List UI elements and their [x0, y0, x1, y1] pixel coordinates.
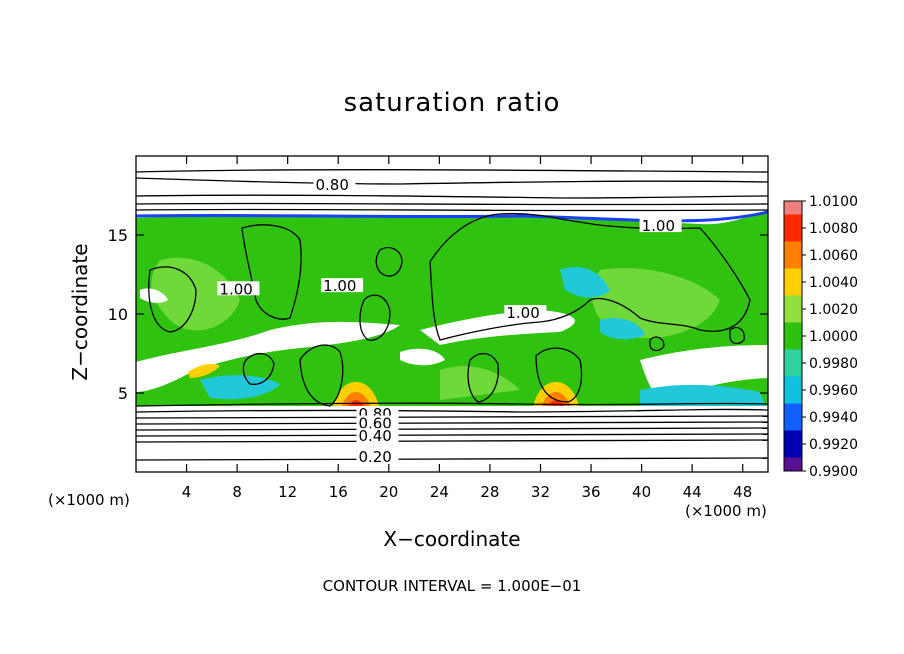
colorbar: 1.0100 1.0080 1.0060 1.0040 1.0020 1.0000 0.99…	[783, 194, 858, 480]
contour-label-bg	[356, 428, 399, 443]
y-tick-label: 5	[118, 384, 128, 403]
contour-label: 1.00	[323, 277, 356, 295]
colorbar-label: 1.0040	[809, 275, 858, 291]
x-unit-label-left: (×1000 m)	[48, 491, 130, 509]
contour-label: 0.20	[358, 448, 391, 466]
contour-label: 0.40	[358, 427, 391, 445]
contour-label: 0.80	[315, 176, 348, 194]
colorbar-swatch	[784, 241, 802, 269]
contour-labels: 0.801.001.00 1.001.000.800.600.400.20	[217, 176, 682, 466]
contour-interval-note: CONTOUR INTERVAL = 1.000E−01	[322, 577, 582, 595]
x-axis-ticks: 4 8 12 16 20 24 28 32 36 40 44 48	[182, 156, 752, 501]
colorbar-label: 1.0000	[809, 329, 858, 345]
colorbar-label: 1.0100	[809, 194, 858, 210]
x-tick-label: 32	[531, 483, 550, 501]
colorbar-label: 1.0060	[809, 248, 858, 264]
colorbar-label: 1.0020	[809, 302, 858, 318]
colorbar-swatch	[784, 322, 802, 350]
contour-label-bg	[313, 177, 356, 192]
colorbar-label: 0.9980	[809, 356, 858, 372]
y-tick-label: 15	[108, 226, 128, 245]
x-tick-label: 16	[329, 483, 348, 501]
colorbar-label: 0.9940	[809, 410, 858, 426]
x-tick-label: 44	[683, 483, 702, 501]
contour-label: 1.00	[506, 304, 539, 322]
x-tick-label: 48	[733, 483, 752, 501]
y-tick-label: 10	[108, 305, 128, 324]
contour-label-bg	[356, 415, 399, 430]
field-shading	[136, 210, 768, 472]
x-tick-label: 20	[379, 483, 398, 501]
contour-label-bg	[217, 281, 260, 296]
colorbar-swatch	[784, 268, 802, 296]
x-tick-label: 12	[278, 483, 297, 501]
contour-lines	[136, 169, 768, 461]
x-tick-label: 28	[480, 483, 499, 501]
x-tick-label: 40	[632, 483, 651, 501]
chart-title: saturation ratio	[343, 88, 561, 118]
colorbar-swatch	[784, 201, 802, 215]
colorbar-swatch	[784, 349, 802, 377]
contour-label: 0.60	[358, 415, 391, 433]
contour-label: 1.00	[642, 217, 675, 235]
x-unit-label-right: (×1000 m)	[685, 502, 767, 520]
x-tick-label: 8	[232, 483, 242, 501]
colorbar-swatch	[784, 430, 802, 458]
contour-label: 1.00	[219, 280, 252, 298]
x-tick-label: 36	[581, 483, 600, 501]
x-axis-label: X−coordinate	[383, 527, 521, 551]
contour-label-bg	[321, 278, 364, 293]
contour-label-bg	[504, 305, 547, 319]
contour-label-bg	[356, 448, 399, 463]
colorbar-swatch	[784, 403, 802, 431]
x-tick-label: 4	[182, 483, 192, 501]
colorbar-label: 0.9960	[809, 383, 858, 399]
colorbar-swatch	[784, 376, 802, 404]
colorbar-label: 0.9920	[809, 437, 858, 453]
colorbar-swatch	[784, 214, 802, 242]
y-axis-ticks: 5 10 15	[108, 226, 768, 403]
colorbar-swatch	[784, 457, 802, 471]
colorbar-label: 1.0080	[809, 221, 858, 237]
contour-label-bg	[639, 218, 682, 233]
x-tick-label: 24	[430, 483, 449, 501]
colorbar-label: 0.9900	[809, 464, 858, 480]
colorbar-swatch	[784, 295, 802, 323]
